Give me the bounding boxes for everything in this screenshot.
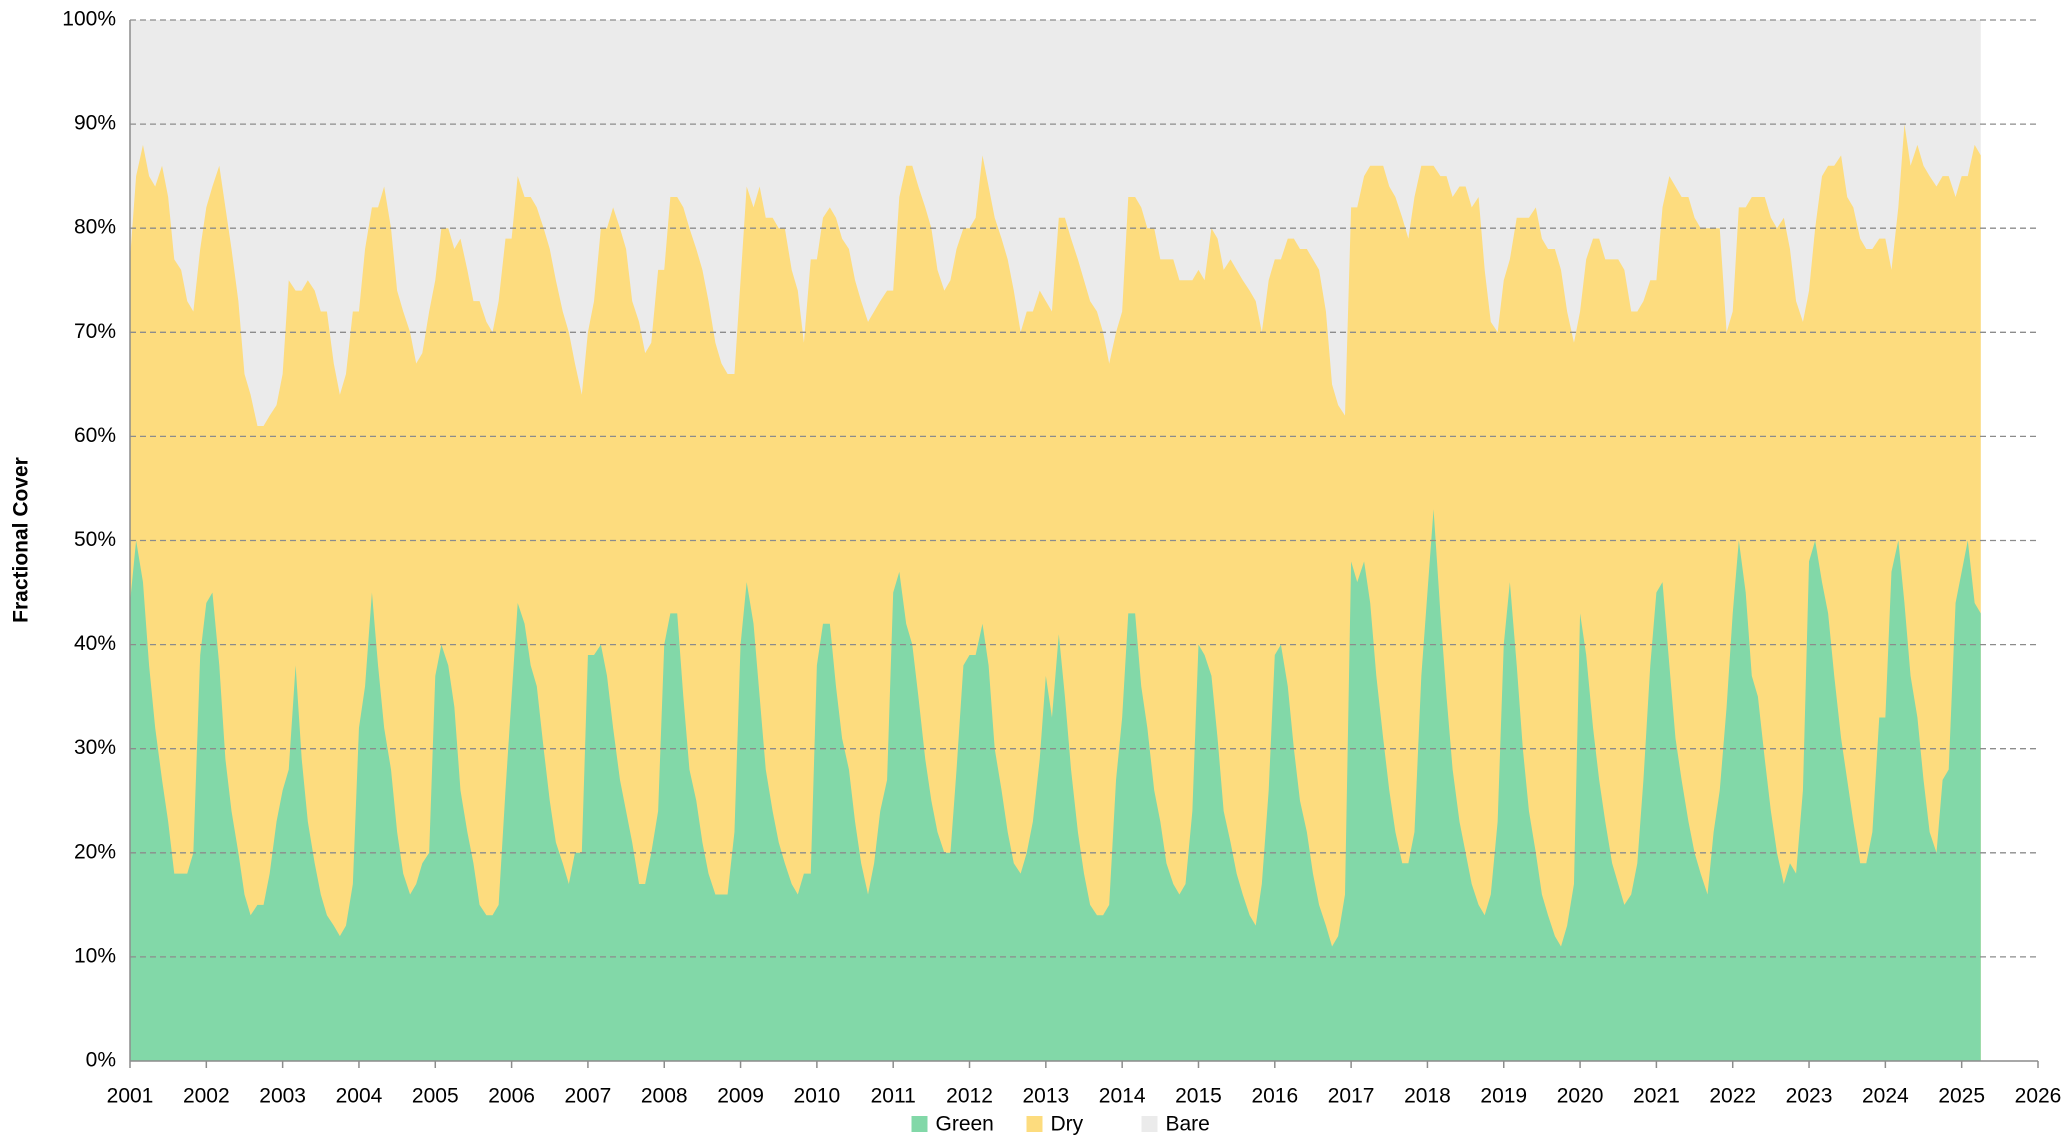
x-tick-label: 2019 — [1480, 1085, 1527, 1108]
x-tick-label: 2020 — [1557, 1085, 1604, 1108]
x-tick-label: 2009 — [717, 1085, 764, 1108]
legend-swatch — [911, 1116, 928, 1132]
legend-label: Dry — [1051, 1113, 1084, 1136]
x-tick-label: 2018 — [1404, 1085, 1451, 1108]
area — [130, 509, 1981, 1061]
x-tick-label: 2007 — [565, 1085, 612, 1108]
x-tick-label: 2016 — [1251, 1085, 1298, 1108]
legend-swatch — [1141, 1116, 1158, 1132]
x-tick-label: 2017 — [1328, 1085, 1375, 1108]
x-tick-label: 2011 — [871, 1085, 916, 1108]
legend-swatch — [1026, 1116, 1043, 1132]
y-tick-label: 100% — [62, 8, 116, 31]
y-tick-label: 50% — [74, 528, 116, 551]
y-tick-label: 70% — [74, 320, 116, 343]
y-tick-label: 30% — [74, 736, 116, 759]
x-tick-label: 2005 — [412, 1085, 459, 1108]
x-tick-label: 2012 — [946, 1085, 993, 1108]
x-tick-label: 2023 — [1786, 1085, 1833, 1108]
y-tick-label: 0% — [86, 1049, 116, 1072]
legend-label: Green — [936, 1113, 994, 1136]
x-tick-label: 2024 — [1862, 1085, 1909, 1108]
x-tick-label: 2010 — [794, 1085, 841, 1108]
x-tick-label: 2013 — [1022, 1085, 1069, 1108]
y-tick-label: 40% — [74, 632, 116, 655]
x-tick-label: 2001 — [107, 1085, 154, 1108]
x-tick-label: 2026 — [2015, 1085, 2062, 1108]
y-tick-label: 80% — [74, 216, 116, 239]
x-tick-label: 2006 — [488, 1085, 535, 1108]
y-tick-label: 90% — [74, 112, 116, 135]
x-tick-label: 2014 — [1099, 1085, 1146, 1108]
x-tick-label: 2022 — [1709, 1085, 1756, 1108]
x-tick-label: 2008 — [641, 1085, 688, 1108]
y-axis-title: Fractional Cover — [10, 457, 33, 623]
x-tick-label: 2015 — [1175, 1085, 1222, 1108]
x-tick-label: 2003 — [259, 1085, 306, 1108]
legend-label: Bare — [1166, 1113, 1210, 1136]
y-tick-label: 60% — [74, 424, 116, 447]
y-tick-label: 20% — [74, 840, 116, 863]
x-tick-label: 2021 — [1633, 1085, 1680, 1108]
x-tick-label: 2004 — [336, 1085, 383, 1108]
y-tick-label: 10% — [74, 944, 116, 967]
grid — [130, 19, 2038, 958]
x-tick-label: 2025 — [1938, 1085, 1985, 1108]
x-tick-label: 2002 — [183, 1085, 230, 1108]
